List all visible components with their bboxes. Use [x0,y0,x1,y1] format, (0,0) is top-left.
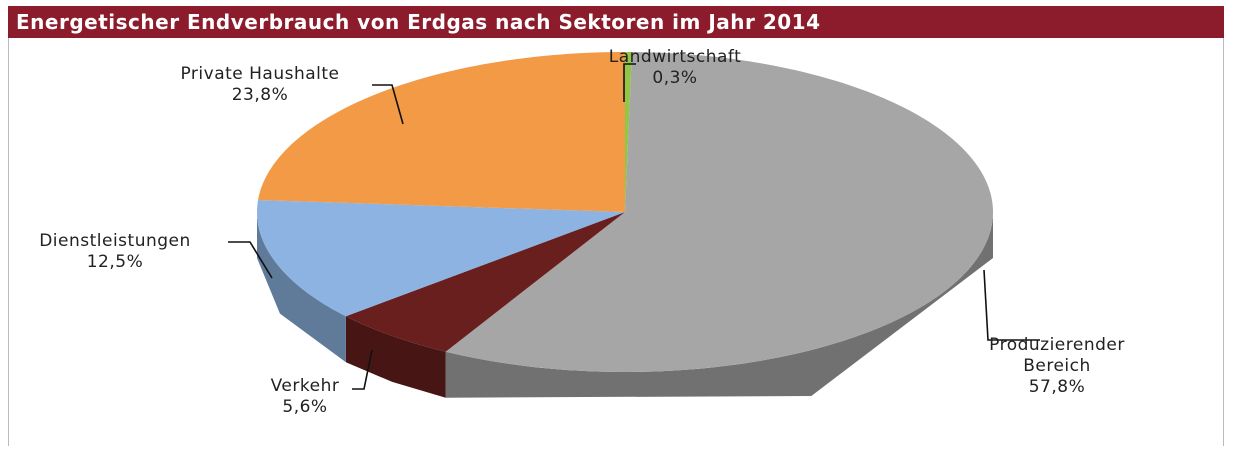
pie-slices [257,52,993,372]
leader-line [228,241,273,279]
category-label: Private Haushalte [180,64,340,84]
data-label: Verkehr 5,6% [235,376,375,418]
frame [8,6,1224,446]
pie-slice [257,199,625,317]
pie-slice [625,52,632,212]
category-label: Produzierender Bereich [989,335,1125,376]
leader-lines [228,63,1040,390]
category-label: Dienstleistungen [39,231,191,251]
pie-slice [445,52,993,372]
category-label: Verkehr [270,376,340,396]
value-label: 23,8% [231,85,289,105]
pie-slice [258,52,625,212]
data-label: Produzierender Bereich 57,8% [957,335,1157,398]
pie-sides [257,212,993,398]
value-label: 57,8% [1028,377,1086,397]
data-label: Private Haushalte 23,8% [145,64,375,106]
pie-slice-side [257,212,346,363]
data-label: Landwirtschaft 0,3% [565,47,785,89]
value-label: 12,5% [86,252,144,272]
leader-line [623,63,636,102]
leader-line [372,84,404,125]
pie-slice-side [345,316,446,398]
chart-title: Energetischer Endverbrauch von Erdgas na… [8,6,1224,38]
pie-slice [345,212,625,352]
category-label: Landwirtschaft [608,47,742,67]
data-label: Dienstleistungen 12,5% [5,231,225,273]
pie-slice-side [445,212,993,398]
leader-line [352,349,373,390]
leader-line [983,269,1040,341]
value-label: 0,3% [652,68,698,88]
value-label: 5,6% [282,397,328,417]
